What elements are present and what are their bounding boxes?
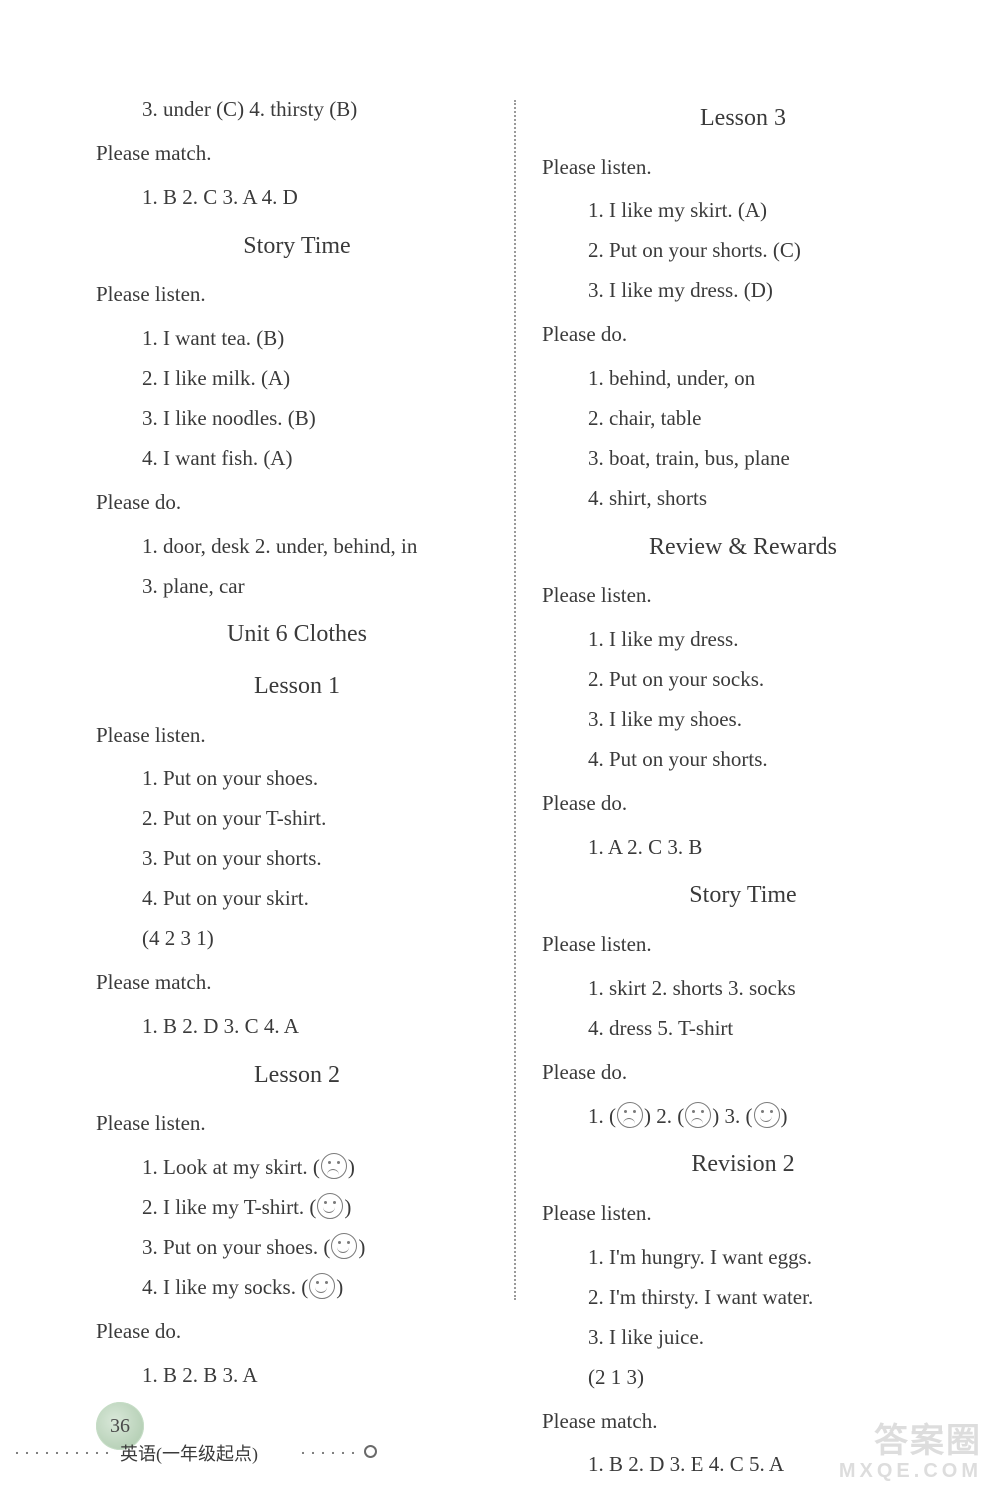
listen-item-face: 3. Put on your shoes. () — [142, 1228, 494, 1268]
please-do-label: Please do. — [96, 1312, 494, 1352]
tail: ) — [348, 1155, 355, 1179]
tail: ) — [336, 1275, 343, 1299]
please-listen-label: Please listen. — [542, 576, 940, 616]
lesson1-heading: Lesson 1 — [100, 664, 494, 710]
listen-item-face: 2. I like my T-shirt. () — [142, 1188, 494, 1228]
ring-icon — [364, 1445, 377, 1458]
prefix: 2. ( — [656, 1104, 684, 1128]
do-item: 1. behind, under, on — [588, 359, 940, 399]
listen-item: 3. I like juice. — [588, 1318, 940, 1358]
listen-item: 2. Put on your socks. — [588, 660, 940, 700]
listen-item: 1. Put on your shoes. — [142, 759, 494, 799]
watermark: 答案圈 MXQE.COM — [839, 1423, 982, 1482]
footer-dots-right: ······ — [300, 1443, 377, 1464]
please-do-label: Please do. — [542, 1053, 940, 1093]
do-answers: 1. A 2. C 3. B — [588, 828, 940, 868]
smile-face-icon — [309, 1273, 335, 1299]
page: 3. under (C) 4. thirsty (B) Please match… — [0, 0, 1000, 1500]
tail: ) — [344, 1195, 351, 1219]
please-listen-label: Please listen. — [96, 716, 494, 756]
listen-item-face: 4. I like my socks. () — [142, 1268, 494, 1308]
listen-item: 1. skirt 2. shorts 3. socks — [588, 969, 940, 1009]
listen-item: 1. I like my skirt. (A) — [588, 191, 940, 231]
do-item: 4. shirt, shorts — [588, 479, 940, 519]
watermark-line2: MXQE.COM — [839, 1460, 982, 1482]
listen-item: 4. Put on your skirt. — [142, 879, 494, 919]
listen-item: 3. I like my shoes. — [588, 700, 940, 740]
top-answers: 3. under (C) 4. thirsty (B) — [142, 90, 494, 130]
prefix: 3. ( — [725, 1104, 753, 1128]
listen-item: 4. Put on your shorts. — [588, 740, 940, 780]
listen-item: 4. dress 5. T-shirt — [588, 1009, 940, 1049]
suffix: ) — [781, 1104, 788, 1128]
frown-face-icon — [685, 1102, 711, 1128]
please-listen-label: Please listen. — [96, 275, 494, 315]
smile-face-icon — [754, 1102, 780, 1128]
do-item: 3. boat, train, bus, plane — [588, 439, 940, 479]
do-item: 3. plane, car — [142, 567, 494, 607]
listen-item: 1. I like my dress. — [588, 620, 940, 660]
listen-item-face: 1. Look at my skirt. () — [142, 1148, 494, 1188]
do-item: 2. chair, table — [588, 399, 940, 439]
please-do-label: Please do. — [542, 784, 940, 824]
suffix: ) — [712, 1104, 724, 1128]
listen-item: 1. I'm hungry. I want eggs. — [588, 1238, 940, 1278]
listen-item: 2. Put on your T-shirt. — [142, 799, 494, 839]
text: 1. Look at my skirt. ( — [142, 1155, 320, 1179]
footer-book-label: 英语(一年级起点) — [120, 1440, 258, 1466]
story-time-heading: Story Time — [100, 224, 494, 270]
left-column: 3. under (C) 4. thirsty (B) Please match… — [100, 90, 514, 1350]
prefix: 1. ( — [588, 1104, 616, 1128]
listen-order: (4 2 3 1) — [142, 919, 494, 959]
please-match-label: Please match. — [96, 134, 494, 174]
lesson2-heading: Lesson 2 — [100, 1053, 494, 1099]
match-answers: 1. B 2. C 3. A 4. D — [142, 178, 494, 218]
review-rewards-heading: Review & Rewards — [546, 525, 940, 571]
listen-item: 1. I want tea. (B) — [142, 319, 494, 359]
listen-item: 2. Put on your shorts. (C) — [588, 231, 940, 271]
listen-item: 3. Put on your shorts. — [142, 839, 494, 879]
suffix: ) — [644, 1104, 656, 1128]
please-do-label: Please do. — [542, 315, 940, 355]
text: 4. I like my socks. ( — [142, 1275, 308, 1299]
please-listen-label: Please listen. — [96, 1104, 494, 1144]
two-column-layout: 3. under (C) 4. thirsty (B) Please match… — [100, 90, 940, 1350]
please-do-label: Please do. — [96, 483, 494, 523]
please-listen-label: Please listen. — [542, 925, 940, 965]
revision2-heading: Revision 2 — [546, 1142, 940, 1188]
footer-dots-left: ·········· — [14, 1443, 114, 1464]
listen-item: 4. I want fish. (A) — [142, 439, 494, 479]
smile-face-icon — [331, 1233, 357, 1259]
frown-face-icon — [617, 1102, 643, 1128]
listen-item: 2. I like milk. (A) — [142, 359, 494, 399]
do-answers: 1. B 2. B 3. A — [142, 1356, 494, 1396]
listen-item: 3. I like my dress. (D) — [588, 271, 940, 311]
match-answers: 1. B 2. D 3. C 4. A — [142, 1007, 494, 1047]
frown-face-icon — [321, 1153, 347, 1179]
tail: ) — [358, 1235, 365, 1259]
watermark-line1: 答案圈 — [839, 1423, 982, 1460]
do-item: 1. door, desk 2. under, behind, in — [142, 527, 494, 567]
please-listen-label: Please listen. — [542, 1194, 940, 1234]
right-column: Lesson 3 Please listen. 1. I like my ski… — [516, 90, 940, 1350]
lesson3-heading: Lesson 3 — [546, 96, 940, 142]
unit-heading: Unit 6 Clothes — [100, 612, 494, 658]
please-listen-label: Please listen. — [542, 148, 940, 188]
text: 3. Put on your shoes. ( — [142, 1235, 330, 1259]
please-match-label: Please match. — [96, 963, 494, 1003]
do-faces-row: 1. () 2. () 3. () — [588, 1097, 940, 1137]
text: 2. I like my T-shirt. ( — [142, 1195, 316, 1219]
listen-item: 2. I'm thirsty. I want water. — [588, 1278, 940, 1318]
listen-item: 3. I like noodles. (B) — [142, 399, 494, 439]
dots-text: ······ — [300, 1443, 360, 1463]
listen-order: (2 1 3) — [588, 1358, 940, 1398]
smile-face-icon — [317, 1193, 343, 1219]
story-time-heading: Story Time — [546, 873, 940, 919]
